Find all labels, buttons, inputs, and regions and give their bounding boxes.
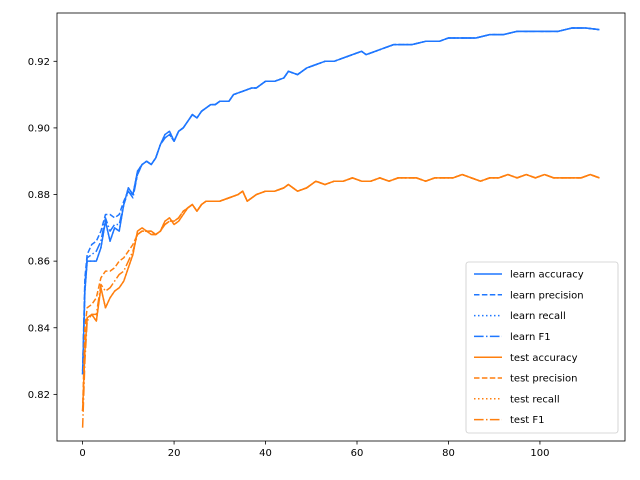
legend-box <box>465 261 619 434</box>
legend-label: test F1 <box>510 415 545 426</box>
x-tick-label: 40 <box>259 448 272 459</box>
x-tick-label: 100 <box>530 448 549 459</box>
legend-label: learn precision <box>510 290 584 301</box>
axes-layer: 0 20 40 60 80 100 0.82 0.84 0.86 0.88 0.90 0.92 <box>28 12 626 459</box>
x-tick-label: 20 <box>168 448 181 459</box>
series-layer <box>81 27 600 428</box>
legend-label: test precision <box>510 374 578 385</box>
legend-label: learn recall <box>510 311 566 322</box>
legend: learn accuracy learn precision learn recal… <box>465 261 619 434</box>
y-tick-label: 0.92 <box>28 57 50 68</box>
x-tick-label: 60 <box>351 448 364 459</box>
y-tick-label: 0.84 <box>28 323 50 334</box>
legend-label: learn accuracy <box>510 270 584 281</box>
plot-frame <box>56 12 626 442</box>
series-line-test-f1 <box>81 173 600 428</box>
legend-label: test recall <box>510 394 560 405</box>
y-tick-label: 0.88 <box>28 190 50 201</box>
x-tick-label: 80 <box>442 448 455 459</box>
x-tick-label: 0 <box>79 448 85 459</box>
y-tick-label: 0.90 <box>28 124 50 135</box>
y-tick-label: 0.86 <box>28 257 50 268</box>
legend-label: test accuracy <box>510 353 578 364</box>
legend-label: learn F1 <box>510 332 551 343</box>
series-line-learn-f1 <box>81 27 600 375</box>
y-tick-label: 0.82 <box>28 390 50 401</box>
